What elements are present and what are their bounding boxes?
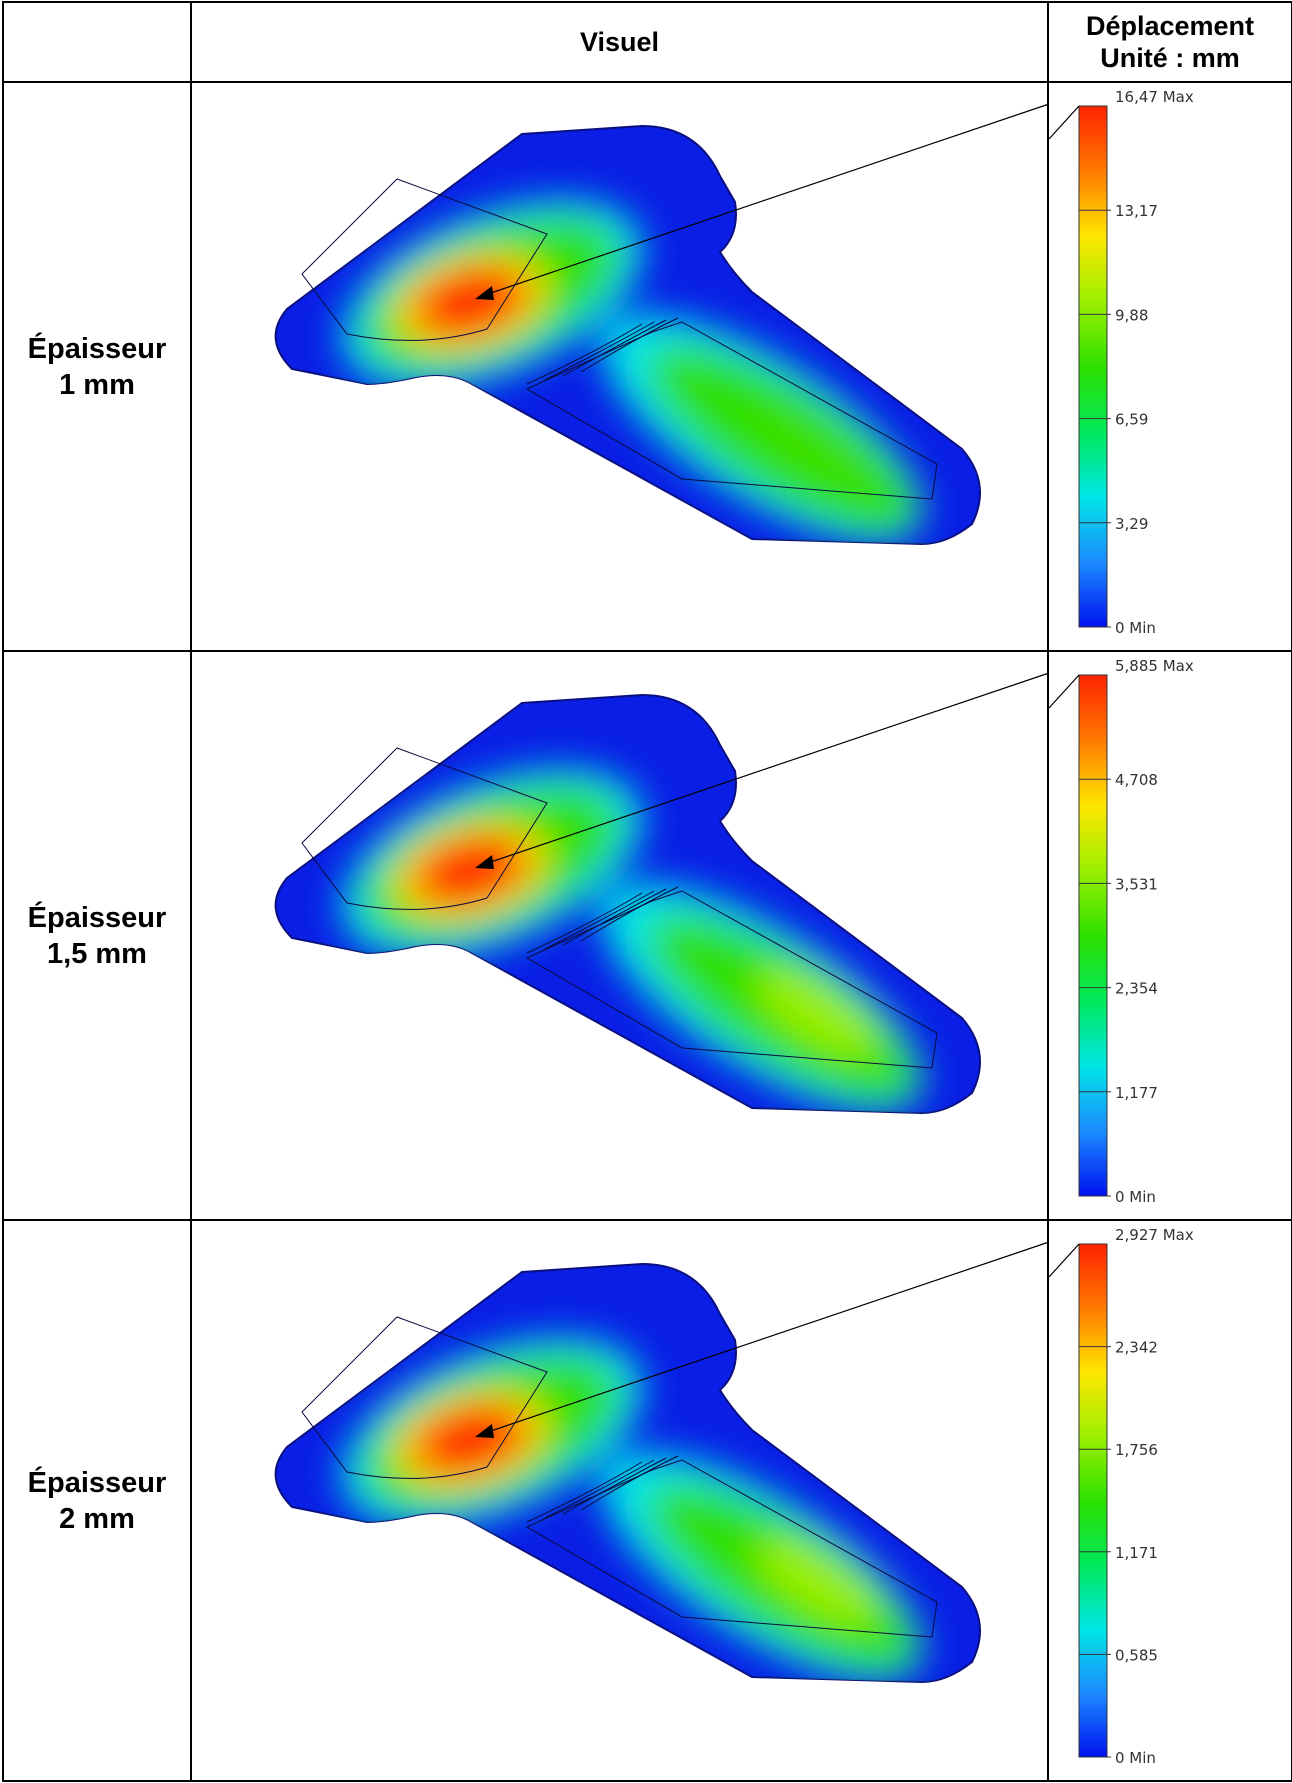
thickness-label-3-line1: Épaisseur	[27, 1466, 167, 1499]
header-deplacement: Déplacement Unité : mm	[1047, 1, 1292, 83]
header-row: Visuel Déplacement Unité : mm	[2, 1, 1292, 83]
legend-2-value-2: 3,531	[1115, 875, 1158, 893]
legend-3-value-1: 2,342	[1115, 1339, 1158, 1357]
pocket-outline-left	[301, 1316, 548, 1479]
pocket-outline-left	[301, 747, 548, 910]
legend-1-value-5: 0 Min	[1115, 619, 1156, 637]
thickness-label-3-line2: 2 mm	[59, 1502, 135, 1535]
rib-line	[544, 890, 655, 950]
displacement-field	[340, 767, 924, 1113]
legend-2-value-5: 0 Min	[1115, 1188, 1156, 1206]
legend-bar-2	[1078, 674, 1108, 1197]
rib-line	[580, 886, 679, 942]
max-arrow-line	[481, 673, 1046, 866]
legend-bar-3	[1078, 1243, 1108, 1758]
color-scale-legend-2: 5,885 Max 4,708 3,531 2,354 1,177 0 Min	[1050, 657, 1194, 1206]
pocket-outline-left	[301, 178, 548, 341]
header-empty-cell	[2, 1, 192, 83]
visual-cell-1	[190, 81, 1049, 652]
rib-line	[562, 888, 667, 946]
rib-line	[526, 892, 643, 954]
legend-cell-3: 2,927 Max 2,342 1,756 1,171 0,585 0 Min	[1047, 1219, 1292, 1782]
pocket-outline-right	[525, 321, 938, 500]
legend-bar-1	[1078, 105, 1108, 628]
thickness-label-2-line1: Épaisseur	[27, 901, 167, 934]
max-arrow-head	[475, 855, 494, 869]
thickness-label-1-line1: Épaisseur	[27, 332, 167, 365]
legend-2-value-1: 4,708	[1115, 771, 1158, 789]
max-arrow-line	[481, 104, 1046, 297]
max-leader-line	[1050, 1243, 1080, 1277]
legend-3-value-2: 1,756	[1115, 1441, 1158, 1459]
legend-1-value-1: 13,17	[1115, 202, 1158, 220]
rib-line	[544, 1459, 655, 1519]
legend-2-value-0: 5,885 Max	[1115, 657, 1194, 675]
visual-cell-2	[190, 650, 1049, 1221]
rib-line	[580, 317, 679, 373]
result-row-1: Épaisseur 1 mm 16,47 Max 13,17 9,88 6,59…	[2, 81, 1292, 652]
legend-3-value-5: 0 Min	[1115, 1749, 1156, 1767]
max-arrow-head	[475, 1424, 494, 1438]
pocket-outline-right	[525, 890, 938, 1069]
legend-3-value-3: 1,171	[1115, 1544, 1158, 1562]
rib-line	[580, 1455, 679, 1511]
rib-line	[562, 1457, 667, 1515]
rib-line	[526, 1461, 643, 1523]
color-scale-legend-1: 16,47 Max 13,17 9,88 6,59 3,29 0 Min	[1050, 88, 1194, 637]
legend-3-value-4: 0,585	[1115, 1646, 1158, 1664]
rib-line	[562, 319, 667, 377]
legend-1-value-3: 6,59	[1115, 411, 1148, 429]
max-leader-line	[1050, 674, 1080, 708]
max-arrow-head	[475, 286, 494, 300]
simulation-image-3	[274, 1242, 1046, 1684]
max-arrow-line	[481, 1242, 1046, 1435]
legend-cell-1: 16,47 Max 13,17 9,88 6,59 3,29 0 Min	[1047, 81, 1292, 652]
rib-line	[526, 323, 643, 385]
legend-cell-2: 5,885 Max 4,708 3,531 2,354 1,177 0 Min	[1047, 650, 1292, 1221]
header-deplacement-title: Déplacement	[1085, 11, 1255, 41]
thickness-label-3: Épaisseur 2 mm	[2, 1219, 192, 1782]
legend-2-value-4: 1,177	[1115, 1084, 1158, 1102]
legend-2-value-3: 2,354	[1115, 980, 1158, 998]
legend-1-value-0: 16,47 Max	[1115, 88, 1194, 106]
thickness-label-2-line2: 1,5 mm	[47, 937, 147, 970]
simulation-image-1	[274, 104, 1046, 546]
pocket-outline-right	[525, 1459, 938, 1638]
rib-line	[544, 321, 655, 381]
visual-cell-3	[190, 1219, 1049, 1782]
color-scale-legend-3: 2,927 Max 2,342 1,756 1,171 0,585 0 Min	[1050, 1226, 1194, 1767]
legend-1-value-2: 9,88	[1115, 306, 1148, 324]
header-visuel: Visuel	[190, 1, 1049, 83]
header-deplacement-unit: Unité : mm	[1100, 43, 1240, 73]
thickness-label-1: Épaisseur 1 mm	[2, 81, 192, 652]
thickness-label-1-line2: 1 mm	[59, 368, 135, 401]
legend-1-value-4: 3,29	[1115, 515, 1148, 533]
max-leader-line	[1050, 105, 1080, 139]
thickness-label-2: Épaisseur 1,5 mm	[2, 650, 192, 1221]
simulation-image-2	[274, 673, 1046, 1115]
legend-3-value-0: 2,927 Max	[1115, 1226, 1194, 1244]
result-row-2: Épaisseur 1,5 mm 5,885 Max 4,708 3,531 2…	[2, 650, 1292, 1221]
result-row-3: Épaisseur 2 mm 2,927 Max 2,342 1,756 1,1…	[2, 1219, 1292, 1782]
